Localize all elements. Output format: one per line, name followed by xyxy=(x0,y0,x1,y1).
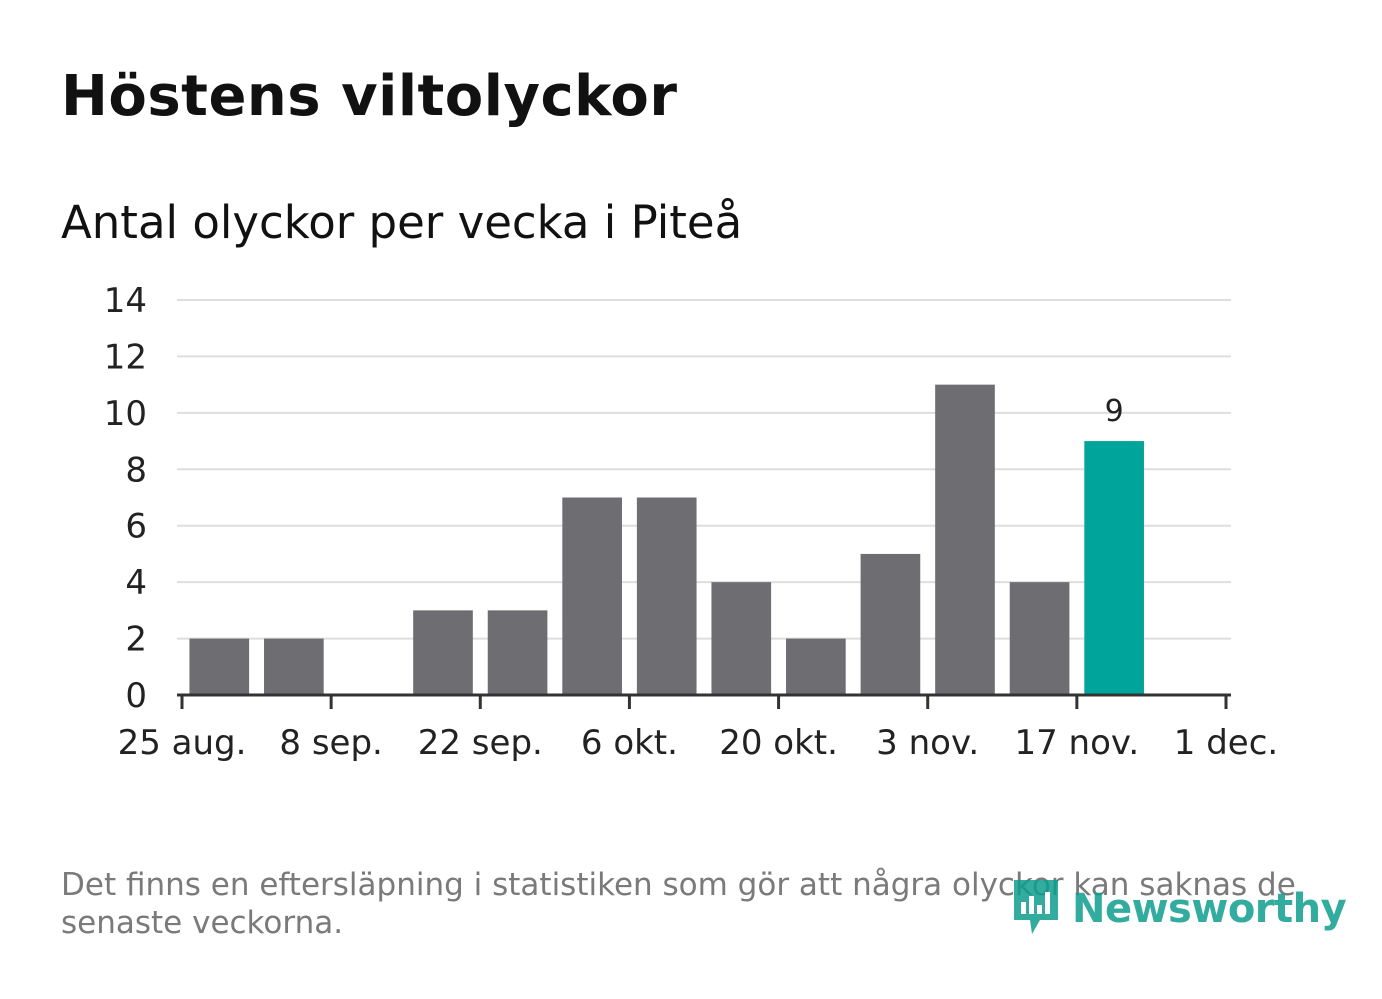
y-tick-label: 4 xyxy=(125,563,147,603)
bar xyxy=(711,582,772,695)
bar xyxy=(189,638,250,695)
chart-title: Höstens viltolyckor xyxy=(61,64,678,129)
bar xyxy=(636,497,697,695)
bar xyxy=(264,638,324,695)
x-tick-label: 25 aug. xyxy=(118,723,247,763)
bar xyxy=(860,553,921,695)
y-tick-label: 10 xyxy=(104,394,147,434)
y-tick-label: 0 xyxy=(125,676,147,716)
bar xyxy=(935,384,995,695)
data-labels: 9 xyxy=(1105,394,1124,429)
y-tick-label: 14 xyxy=(104,281,147,321)
x-tick-label: 1 dec. xyxy=(1174,723,1278,763)
x-tick-label: 8 sep. xyxy=(279,723,382,763)
y-tick-label: 12 xyxy=(104,337,147,377)
bar xyxy=(413,610,473,695)
footnote: Det finns en eftersläpning i statistiken… xyxy=(61,867,1296,941)
y-tick-label: 6 xyxy=(125,507,147,547)
newsworthy-logo-icon xyxy=(1010,876,1062,942)
chart-subtitle: Antal olyckor per vecka i Piteå xyxy=(61,196,743,249)
x-tick-label: 3 nov. xyxy=(876,723,979,763)
brand-logo: Newsworthy xyxy=(1010,876,1347,942)
x-tick-label: 17 nov. xyxy=(1014,723,1139,763)
bar xyxy=(562,497,622,695)
brand-name: Newsworthy xyxy=(1072,886,1347,932)
bar xyxy=(487,610,548,695)
gridlines xyxy=(177,299,1231,640)
y-tick-label: 2 xyxy=(125,620,147,660)
bars xyxy=(189,384,1144,695)
x-tick-label: 20 okt. xyxy=(719,723,838,763)
bar-highlight xyxy=(1084,441,1144,695)
data-label: 9 xyxy=(1105,394,1124,429)
bar xyxy=(786,638,846,695)
y-tick-label: 8 xyxy=(125,450,147,490)
x-axis-labels: 25 aug. 8 sep. 22 sep. 6 okt. 20 okt. 3 nov. 1… xyxy=(118,723,1279,763)
x-tick-label: 22 sep. xyxy=(418,723,543,763)
bar xyxy=(1009,582,1070,695)
x-tick-label: 6 okt. xyxy=(581,723,678,763)
y-axis-labels: 0 2 4 6 8 10 12 14 xyxy=(104,281,147,716)
x-axis xyxy=(177,693,1231,709)
